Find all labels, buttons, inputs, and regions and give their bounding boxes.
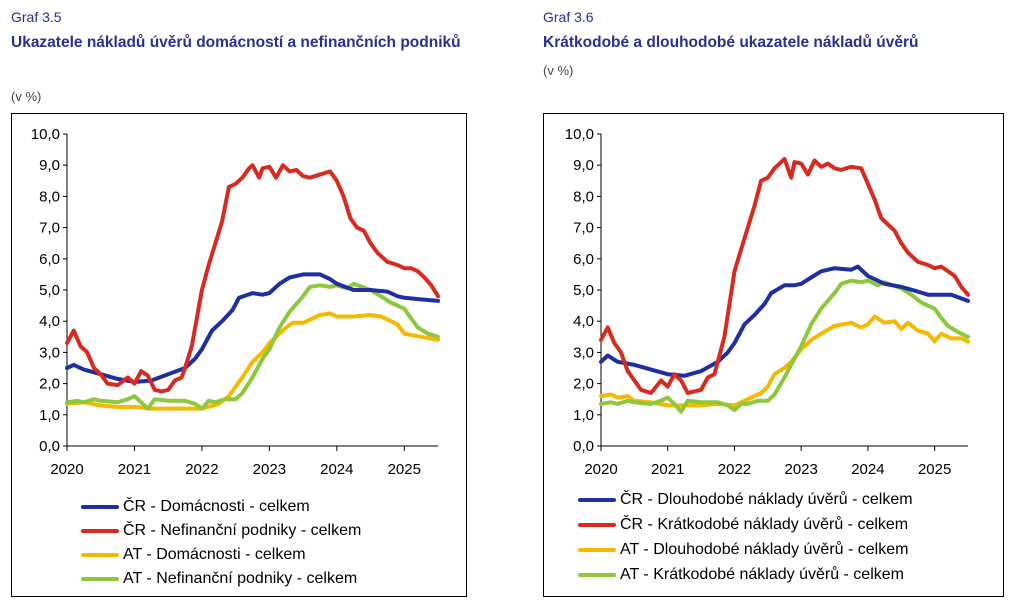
legend-swatch: [578, 548, 616, 552]
legend-item: ČR - Nefinanční podniky - celkem: [81, 522, 361, 540]
legend-label: ČR - Domácnosti - celkem: [123, 498, 310, 515]
series-line-1: [599, 157, 970, 395]
x-tick-label: 2022: [718, 461, 751, 478]
line-chart: 0,0 1,0 2,0 3,0 4,0 5,0 6,0 7,0 8,0 9,0 10,0 2020 20…: [31, 126, 440, 478]
legend-item: ČR - Domácnosti - celkem: [81, 498, 310, 516]
legend-label: ČR - Dlouhodobé náklady úvěrů - celkem: [620, 491, 913, 508]
y-tick-label: 9,0: [573, 157, 594, 174]
y-tick-label: 4,0: [39, 313, 60, 330]
legend-label: AT - Domácnosti - celkem: [123, 546, 306, 563]
legend-swatch: [81, 505, 119, 509]
legend-item: ČR - Krátkodobé náklady úvěrů - celkem: [578, 516, 908, 534]
y-tick-label: 7,0: [39, 220, 60, 237]
legend-item: AT - Domácnosti - celkem: [81, 546, 306, 564]
chart-title: Krátkodobé a dlouhodobé ukazatele náklad…: [543, 34, 919, 51]
y-tick-label: 7,0: [573, 220, 594, 237]
x-tick-label: 2024: [851, 461, 884, 478]
y-tick-label: 3,0: [573, 344, 594, 361]
legend-label: ČR - Nefinanční podniky - celkem: [123, 522, 362, 539]
y-tick-label: 6,0: [573, 251, 594, 268]
y-tick-label: 1,0: [39, 407, 60, 424]
legend-item: AT - Nefinanční podniky - celkem: [81, 570, 357, 588]
x-tick-label: 2021: [651, 461, 684, 478]
x-tick-label: 2024: [320, 461, 353, 478]
x-tick-label: 2025: [918, 461, 951, 478]
y-tick-label: 5,0: [573, 282, 594, 299]
x-tick-label: 2022: [185, 461, 218, 478]
y-tick-label: 1,0: [573, 407, 594, 424]
y-tick-label: 2,0: [573, 376, 594, 393]
y-tick-label: 0,0: [39, 438, 60, 455]
series-line-1: [65, 163, 440, 394]
legend-swatch: [578, 498, 616, 502]
y-tick-label: 8,0: [573, 188, 594, 205]
y-tick-label: 6,0: [39, 251, 60, 268]
series-line-0: [599, 264, 970, 378]
y-tick-label: 8,0: [39, 188, 60, 205]
series-line-2: [65, 311, 440, 411]
legend-item: ČR - Dlouhodobé náklady úvěrů - celkem: [578, 491, 913, 509]
legend-label: AT - Nefinanční podniky - celkem: [123, 570, 358, 587]
y-tick-label: 3,0: [39, 344, 60, 361]
y-tick-label: 0,0: [573, 438, 594, 455]
y-tick-label: 2,0: [39, 376, 60, 393]
legend-item: AT - Krátkodobé náklady úvěrů - celkem: [578, 566, 904, 584]
chart-number: Graf 3.5: [11, 9, 62, 25]
chart-unit: (v %): [543, 63, 574, 78]
legend-label: AT - Krátkodobé náklady úvěrů - celkem: [620, 566, 904, 583]
x-tick-label: 2023: [253, 461, 286, 478]
series-line-3: [599, 278, 970, 414]
y-tick-label: 10,0: [31, 126, 60, 143]
legend-label: AT - Dlouhodobé náklady úvěrů - celkem: [620, 541, 909, 558]
legend-swatch: [81, 529, 119, 533]
x-tick-label: 2025: [388, 461, 421, 478]
legend-item: AT - Dlouhodobé náklady úvěrů - celkem: [578, 541, 908, 559]
chart-unit: (v %): [11, 89, 42, 104]
chart-number: Graf 3.6: [543, 9, 594, 25]
x-tick-label: 2021: [118, 461, 151, 478]
y-tick-label: 4,0: [573, 313, 594, 330]
x-tick-label: 2023: [784, 461, 817, 478]
chart-title: Ukazatele nákladů úvěrů domácností a nef…: [11, 34, 461, 51]
y-tick-label: 9,0: [39, 157, 60, 174]
x-tick-label: 2020: [50, 461, 83, 478]
y-tick-label: 10,0: [565, 126, 594, 143]
legend-swatch: [81, 577, 119, 581]
series-line-3: [65, 281, 440, 411]
legend-swatch: [81, 553, 119, 557]
y-tick-label: 5,0: [39, 282, 60, 299]
series-line-2: [599, 314, 970, 408]
legend-swatch: [578, 573, 616, 577]
legend-label: ČR - Krátkodobé náklady úvěrů - celkem: [620, 516, 909, 533]
legend-swatch: [578, 523, 616, 527]
x-tick-label: 2020: [584, 461, 617, 478]
